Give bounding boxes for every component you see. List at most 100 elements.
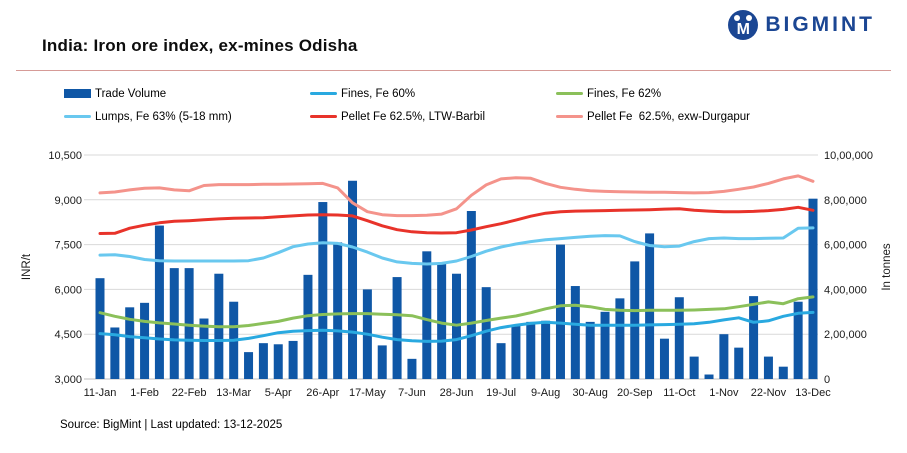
x-axis-tick: 13-Mar — [216, 387, 251, 399]
volume-bar — [645, 233, 655, 379]
legend-item-lumps-fe63: Lumps, Fe 63% (5-18 mm) — [64, 105, 232, 128]
legend-item-pellet-barbil: Pellet Fe 62.5%, LTW-Barbil — [310, 105, 485, 128]
volume-bar — [140, 302, 150, 379]
x-axis-tick: 1-Feb — [130, 387, 159, 399]
legend-item-trade-volume: Trade Volume — [64, 82, 166, 105]
volume-bar — [719, 334, 729, 379]
legend-item-pellet-durgapur: Pellet Fe 62.5%, exw-Durgapur — [556, 105, 750, 128]
x-axis-tick: 9-Aug — [531, 387, 560, 399]
x-axis-tick: 19-Jul — [486, 387, 516, 399]
volume-bar — [615, 298, 625, 379]
bigmint-logo-icon: M — [728, 10, 759, 40]
x-axis-ticks: 11-Jan 1-Feb 22-Feb 13-Mar 5-Apr 26-Apr 17-May… — [84, 387, 832, 399]
right-axis-tick: 0 — [824, 374, 830, 386]
right-axis-tick: 6,00,000 — [824, 240, 867, 252]
legend-label: Fines, Fe 62% — [587, 87, 662, 100]
volume-bar — [808, 198, 818, 379]
volume-bar — [288, 340, 298, 379]
volume-bar — [303, 274, 313, 379]
volume-bar — [273, 344, 283, 379]
volume-bar — [466, 211, 476, 379]
left-axis-tick: 9,000 — [54, 195, 82, 207]
volume-bar — [199, 318, 209, 379]
volume-bar — [392, 277, 402, 379]
right-axis-tick: 2,00,000 — [824, 329, 867, 341]
legend-swatch-pellet-durgapur — [556, 115, 583, 118]
left-axis-tick: 7,500 — [54, 240, 82, 252]
x-axis-tick: 22-Feb — [172, 387, 207, 399]
chart-legend: Trade Volume Fines, Fe 60% Fines, Fe 62%… — [0, 82, 907, 128]
brand-name: BIGMINT — [765, 13, 875, 36]
volume-bar — [318, 202, 328, 379]
volume-bar — [600, 311, 610, 379]
left-axis-tick: 10,500 — [48, 150, 82, 162]
volume-bar — [630, 261, 640, 379]
line-fines-fe-60- — [98, 310, 815, 343]
left-axis-title: INR/t — [21, 253, 33, 280]
legend-item-fines-fe62: Fines, Fe 62% — [556, 82, 661, 105]
volume-bar — [793, 301, 803, 379]
volume-bar — [526, 321, 536, 379]
volume-bar — [333, 242, 343, 379]
legend-label: Pellet Fe 62.5%, LTW-Barbil — [341, 110, 486, 123]
volume-bar — [110, 327, 120, 379]
volume-bar — [511, 325, 521, 379]
volume-bar — [407, 358, 417, 379]
x-axis-tick: 22-Nov — [751, 387, 787, 399]
volume-bar — [125, 307, 135, 379]
x-axis-tick: 11-Jan — [84, 387, 117, 399]
x-axis-tick: 26-Apr — [306, 387, 339, 399]
volume-bar — [570, 286, 580, 379]
legend-swatch-pellet-barbil — [310, 115, 337, 118]
right-axis-tick: 8,00,000 — [824, 195, 867, 207]
volume-bar — [422, 251, 432, 379]
volume-bar — [154, 225, 164, 379]
left-axis-tick: 3,000 — [54, 374, 82, 386]
x-axis-tick: 28-Jun — [440, 387, 474, 399]
legend-swatch-lumps-fe63 — [64, 115, 91, 118]
volume-bar — [704, 374, 714, 379]
volume-bar — [585, 321, 595, 379]
right-axis-tick: 4,00,000 — [824, 284, 867, 296]
volume-bar — [659, 338, 669, 379]
x-axis-tick: 20-Sep — [617, 387, 652, 399]
source-note: Source: BigMint | Last updated: 13-12-20… — [60, 419, 283, 431]
legend-item-fines-fe60: Fines, Fe 60% — [310, 82, 415, 105]
chart-canvas: 10,500 10,00,000 9,000 8,00,000 7,500 6,00,00… — [21, 150, 893, 399]
volume-bar — [734, 347, 744, 379]
volume-bar — [481, 287, 491, 379]
legend-label: Lumps, Fe 63% (5-18 mm) — [95, 110, 232, 123]
legend-label: Fines, Fe 60% — [341, 87, 416, 100]
volume-bar — [541, 320, 551, 379]
x-axis-tick: 30-Aug — [572, 387, 607, 399]
volume-bar — [184, 268, 194, 379]
volume-bar — [348, 180, 358, 379]
volume-bar — [244, 352, 254, 379]
volume-bar — [749, 296, 759, 379]
volume-bar — [496, 343, 506, 379]
x-axis-tick: 5-Apr — [265, 387, 292, 399]
title-divider — [16, 70, 891, 71]
line-pellet-fe-62-5-ltw-barbil — [98, 205, 815, 235]
line-fines-fe-62- — [98, 295, 815, 329]
legend-label: Trade Volume — [95, 87, 167, 100]
volume-bar — [778, 366, 788, 379]
volume-bar — [555, 244, 565, 379]
legend-label: Pellet Fe 62.5%, exw-Durgapur — [587, 110, 750, 123]
x-axis-tick: 13-Dec — [795, 387, 831, 399]
legend-swatch-fines-fe62 — [556, 92, 583, 95]
x-axis-tick: 1-Nov — [709, 387, 739, 399]
line-lumps-fe-63-5-18-mm- — [98, 226, 815, 266]
volume-bar — [689, 356, 699, 379]
x-axis-tick: 17-May — [349, 387, 386, 399]
volume-bar — [95, 278, 105, 379]
left-axis-tick: 4,500 — [54, 329, 82, 341]
page-title: India: Iron ore index, ex-mines Odisha — [42, 36, 358, 55]
volume-bar — [674, 297, 684, 379]
trade-volume-bars — [95, 180, 818, 379]
legend-swatch-trade-volume — [64, 89, 91, 98]
right-axis-title: In tonnes — [881, 243, 893, 291]
x-axis-tick: 11-Oct — [663, 387, 695, 399]
volume-bar — [763, 356, 773, 379]
